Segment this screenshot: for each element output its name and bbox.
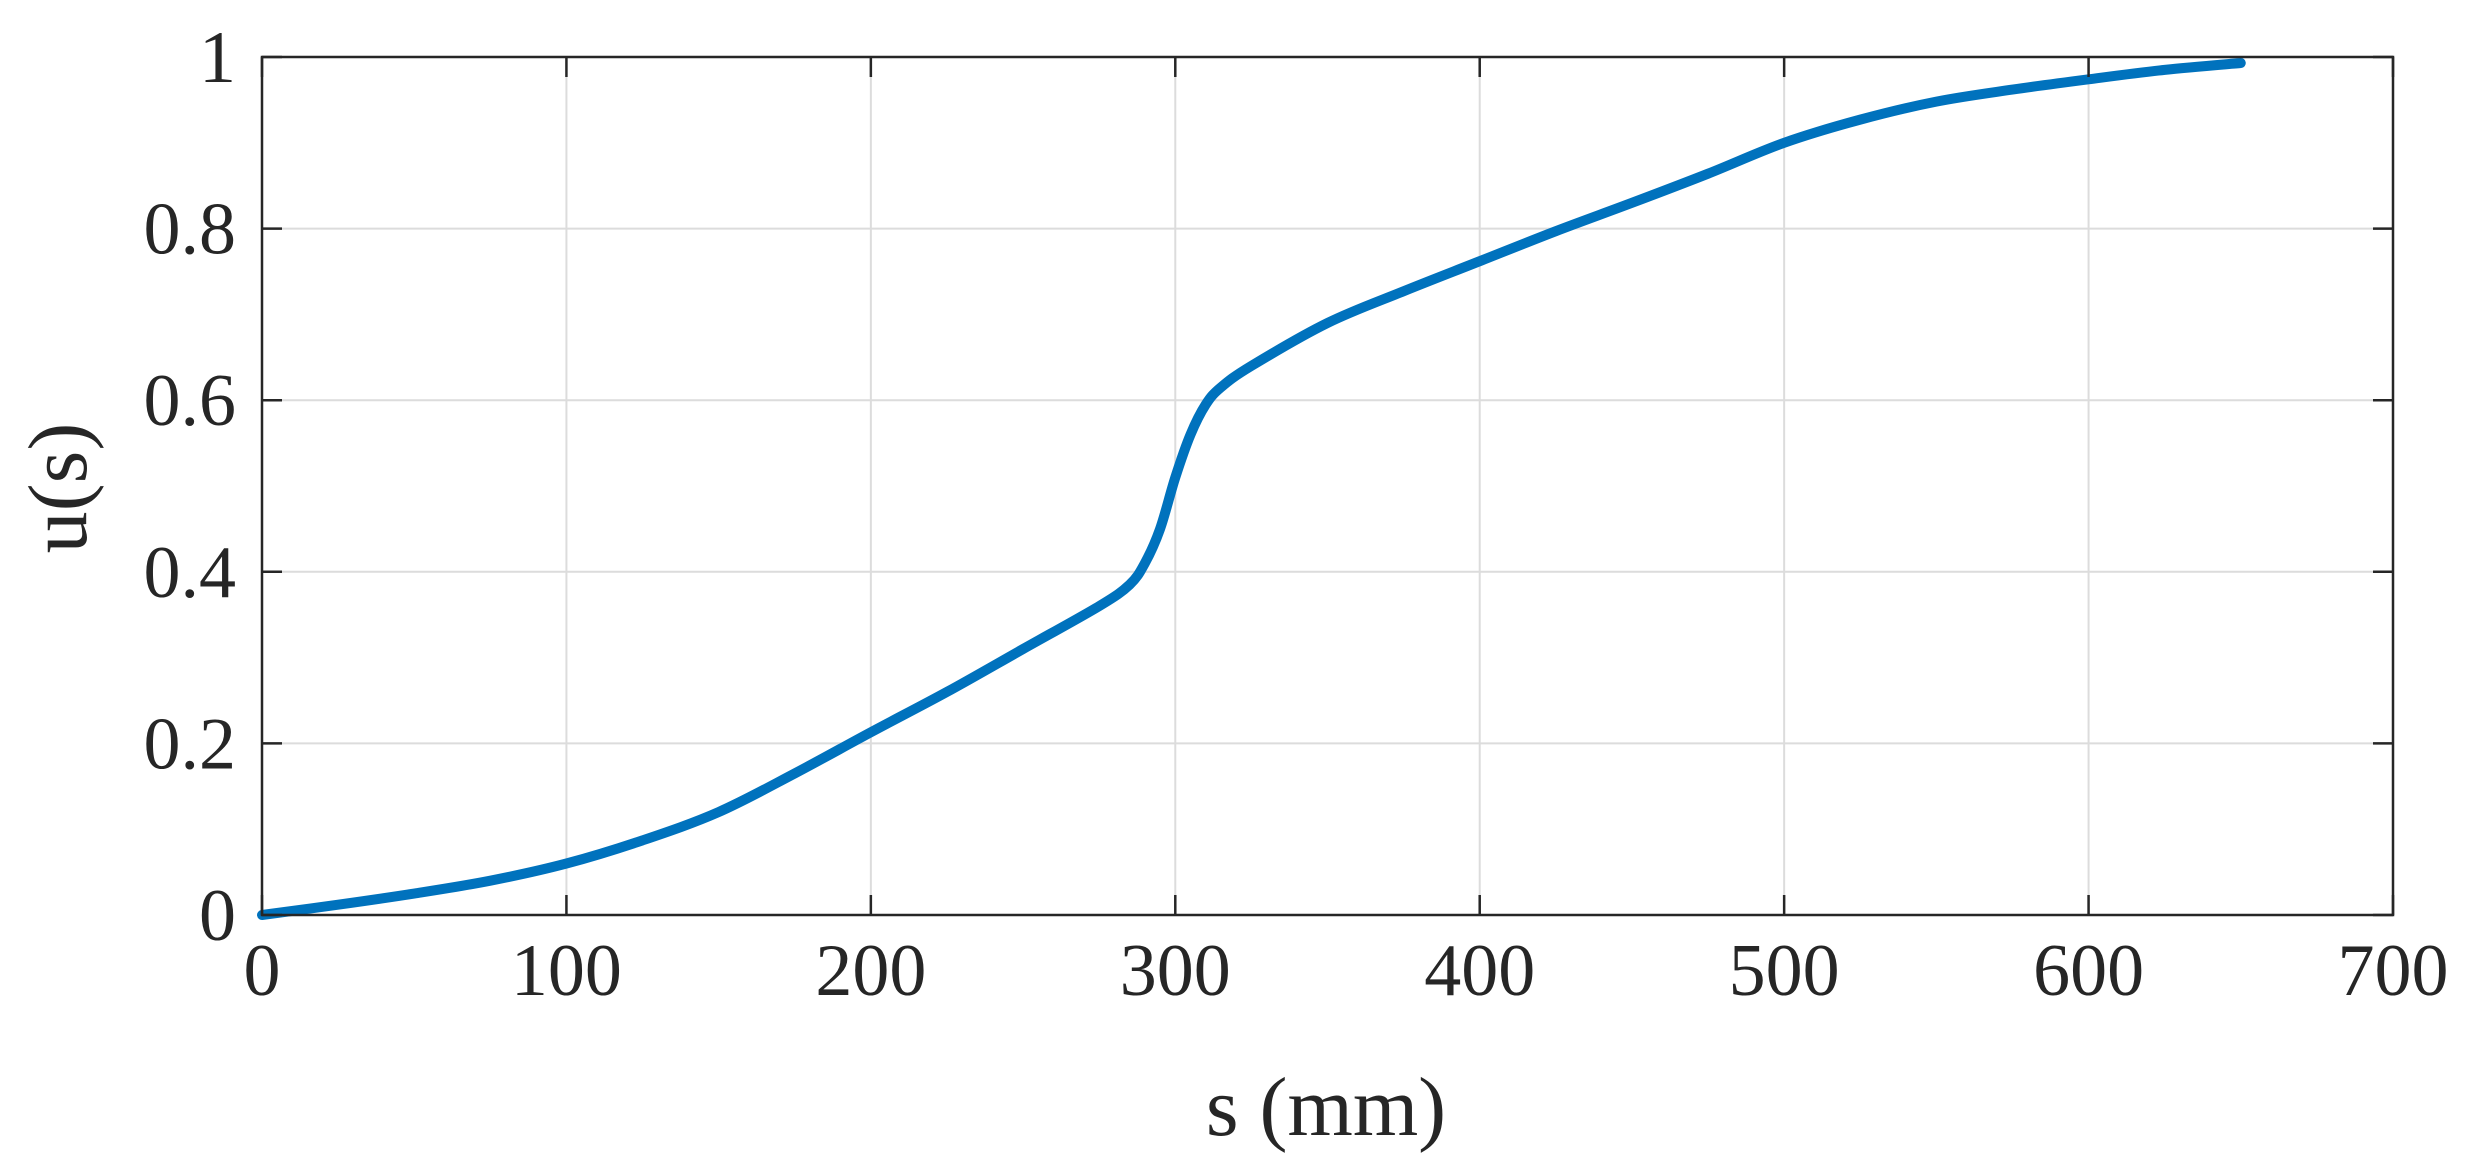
y-tick-label: 1	[199, 17, 236, 99]
y-axis-label: u(s)	[12, 423, 105, 554]
plot-frame	[260, 55, 2395, 917]
x-tick-label: 600	[2033, 930, 2144, 1012]
x-tick-labels: 0 100 200 300 400 500 600 700	[244, 930, 2449, 1012]
series-layer	[257, 58, 2246, 920]
x-tick-label: 200	[815, 930, 926, 1012]
y-tick-label: 0.6	[144, 360, 237, 442]
series-line-0	[257, 58, 2246, 920]
x-tick-label: 700	[2338, 930, 2449, 1012]
axes	[260, 55, 2395, 917]
grid	[262, 57, 2393, 915]
y-tick-label: 0	[199, 875, 236, 957]
x-tick-label: 100	[511, 930, 622, 1012]
y-tick-label: 0.4	[144, 532, 237, 614]
x-axis-label: s (mm)	[1206, 1061, 1446, 1154]
y-tick-label: 0.2	[144, 703, 237, 785]
x-tick-label: 400	[1424, 930, 1535, 1012]
x-tick-label: 500	[1729, 930, 1840, 1012]
x-tick-label: 300	[1120, 930, 1231, 1012]
y-tick-label: 0.8	[144, 189, 237, 271]
y-tick-labels: 0 0.2 0.4 0.6 0.8 1	[144, 17, 237, 957]
x-tick-label: 0	[244, 930, 281, 1012]
